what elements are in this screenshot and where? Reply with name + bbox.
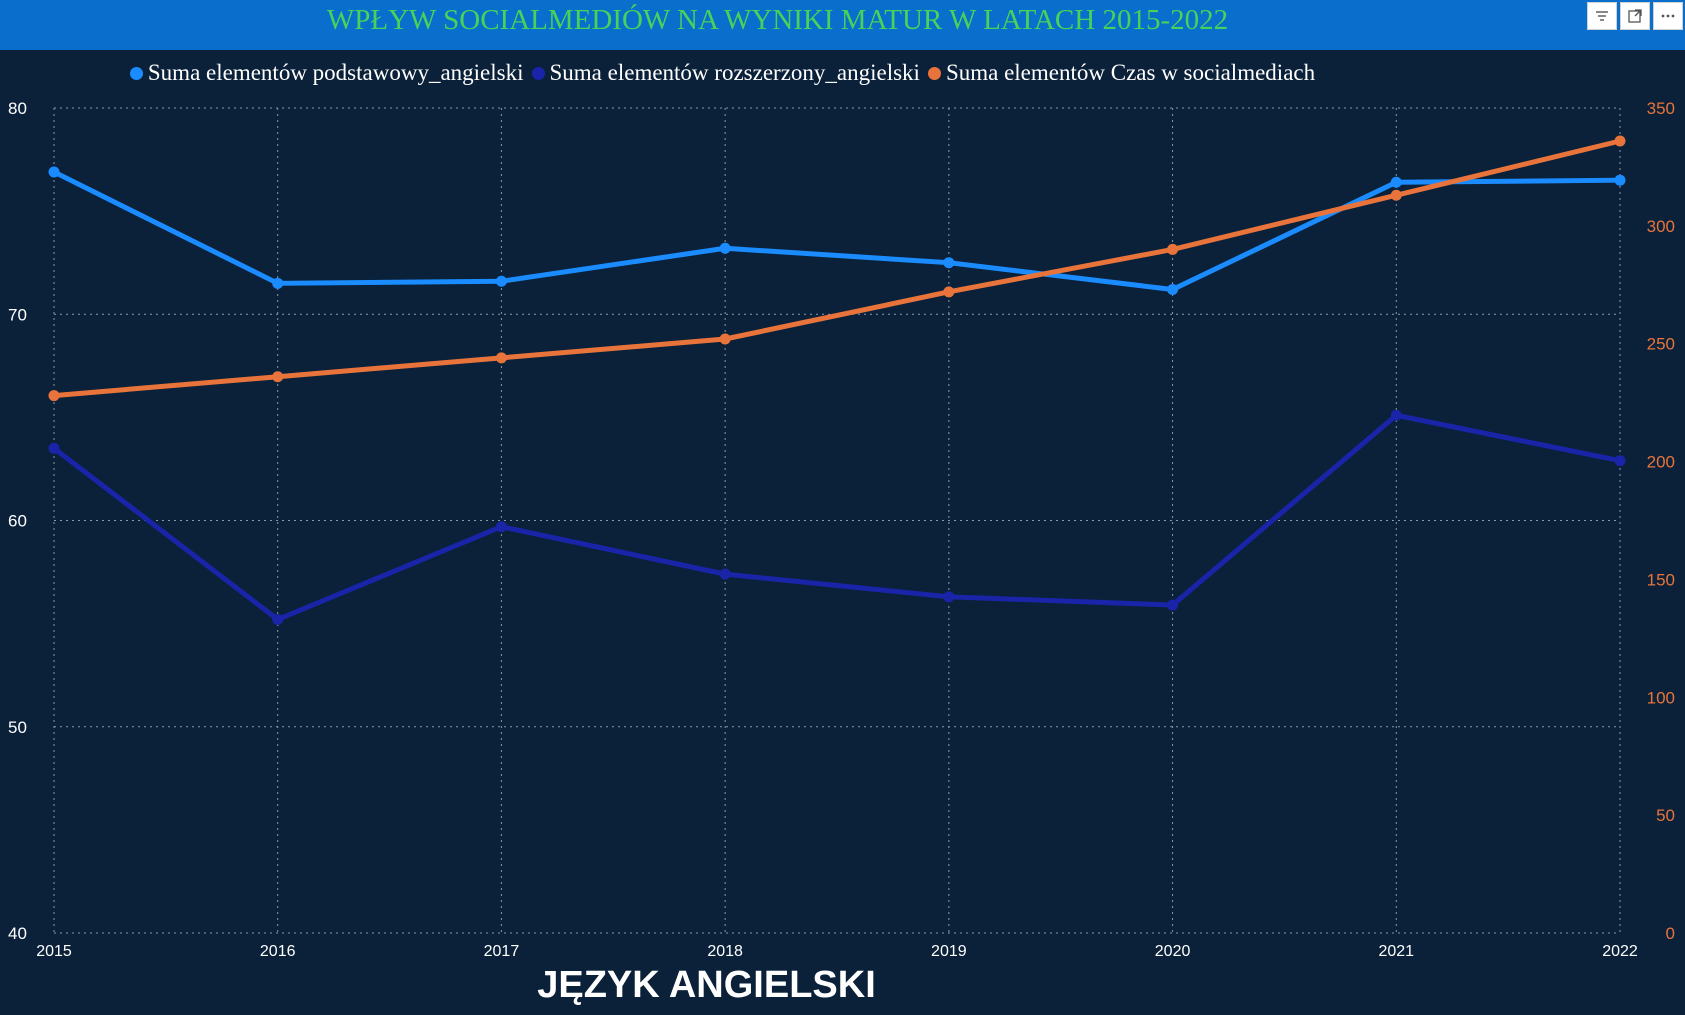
more-options-icon bbox=[1661, 14, 1675, 18]
data-point bbox=[272, 371, 284, 383]
data-point bbox=[48, 442, 60, 454]
series-line-1 bbox=[51, 412, 1623, 622]
data-point bbox=[1390, 189, 1402, 201]
title-bar: WPŁYW SOCIALMEDIÓW NA WYNIKI MATUR W LAT… bbox=[0, 0, 1685, 50]
legend-item-czas[interactable]: Suma elementów Czas w socialmediach bbox=[927, 60, 1316, 86]
data-point bbox=[719, 333, 731, 345]
data-point bbox=[719, 242, 731, 254]
x-tick-label: 2021 bbox=[1378, 943, 1414, 960]
chart-title: WPŁYW SOCIALMEDIÓW NA WYNIKI MATUR W LAT… bbox=[326, 4, 1229, 36]
data-point bbox=[48, 390, 60, 402]
data-point bbox=[943, 286, 955, 298]
data-point bbox=[272, 277, 284, 289]
series-line-2 bbox=[51, 138, 1623, 399]
y-right-tick-label: 200 bbox=[1647, 453, 1675, 472]
legend: Suma elementów podstawowy_angielski Suma… bbox=[0, 56, 1565, 90]
data-point bbox=[1614, 174, 1626, 186]
y-right-tick-label: 150 bbox=[1647, 570, 1675, 589]
data-point bbox=[495, 352, 507, 364]
x-tick-label: 2020 bbox=[1155, 943, 1191, 960]
y-right-tick-label: 0 bbox=[1666, 924, 1675, 943]
y-left-tick-label: 80 bbox=[8, 99, 27, 118]
legend-item-podstawowy[interactable]: Suma elementów podstawowy_angielski bbox=[129, 60, 524, 86]
y-left-tick-label: 50 bbox=[8, 718, 27, 737]
data-point bbox=[719, 568, 731, 580]
data-point bbox=[1614, 135, 1626, 147]
legend-label: Suma elementów Czas w socialmediach bbox=[945, 60, 1316, 85]
data-point bbox=[495, 521, 507, 533]
data-point bbox=[943, 257, 955, 269]
y-right-tick-label: 50 bbox=[1656, 806, 1675, 825]
data-point bbox=[1390, 409, 1402, 421]
data-point bbox=[1167, 243, 1179, 255]
legend-marker-icon bbox=[927, 66, 941, 80]
legend-label: Suma elementów rozszerzony_angielski bbox=[549, 60, 920, 85]
data-point bbox=[1614, 455, 1626, 467]
legend-label: Suma elementów podstawowy_angielski bbox=[147, 60, 524, 85]
x-tick-label: 2022 bbox=[1602, 943, 1638, 960]
filter-button[interactable] bbox=[1587, 2, 1617, 30]
focus-mode-icon bbox=[1628, 9, 1642, 23]
y-left-tick-label: 60 bbox=[8, 512, 27, 531]
y-right-tick-label: 350 bbox=[1647, 99, 1675, 118]
x-tick-label: 2016 bbox=[260, 943, 296, 960]
y-right-tick-label: 300 bbox=[1647, 217, 1675, 236]
series-line-0 bbox=[51, 169, 1623, 292]
data-point bbox=[495, 275, 507, 287]
data-point bbox=[1167, 284, 1179, 295]
data-point bbox=[272, 614, 284, 625]
x-tick-label: 2019 bbox=[931, 943, 967, 960]
y-left-tick-label: 40 bbox=[8, 924, 27, 943]
y-left-tick-label: 70 bbox=[8, 305, 27, 324]
x-tick-label: 2017 bbox=[484, 943, 520, 960]
focus-mode-button[interactable] bbox=[1620, 2, 1650, 30]
data-point bbox=[48, 166, 60, 178]
filter-icon bbox=[1596, 11, 1608, 21]
more-options-button[interactable] bbox=[1653, 2, 1683, 30]
x-tick-label: 2015 bbox=[36, 943, 72, 960]
y-right-tick-label: 100 bbox=[1647, 688, 1675, 707]
data-point bbox=[1390, 176, 1402, 188]
legend-item-rozszerzony[interactable]: Suma elementów rozszerzony_angielski bbox=[531, 60, 920, 86]
legend-marker-icon bbox=[129, 66, 143, 80]
legend-marker-icon bbox=[531, 66, 545, 80]
data-point bbox=[1167, 599, 1179, 611]
data-point bbox=[943, 591, 955, 603]
footer-title: JĘZYK ANGIELSKI bbox=[537, 964, 876, 1006]
y-right-tick-label: 250 bbox=[1647, 335, 1675, 354]
x-tick-label: 2018 bbox=[707, 943, 743, 960]
